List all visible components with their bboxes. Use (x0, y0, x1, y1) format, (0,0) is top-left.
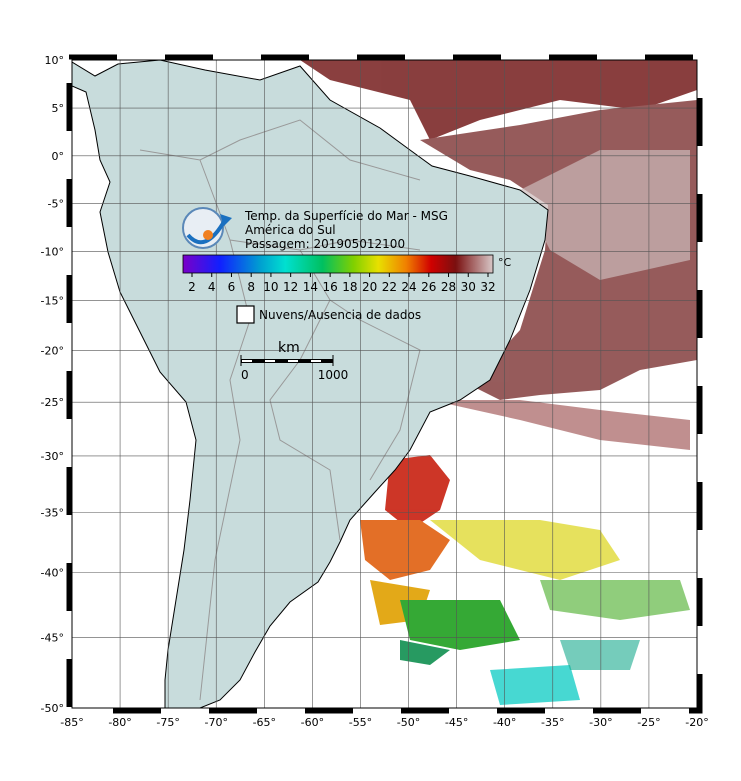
colorbar-tick-label: 26 (421, 280, 436, 294)
colorbar-tick-label: 24 (401, 280, 416, 294)
lat-tick-label: -40° (41, 567, 64, 580)
colorbar-tick-label: 16 (322, 280, 337, 294)
colorbar (182, 254, 494, 274)
sst-south (360, 455, 690, 705)
lat-tick-label: -50° (41, 702, 64, 715)
lat-tick-label: -20° (41, 345, 64, 358)
graticule (72, 60, 697, 708)
scale-bar-segment (265, 360, 275, 362)
lat-tick-label: 5° (52, 102, 65, 115)
title-line: América do Sul (245, 223, 336, 237)
colorbar-tick-label: 12 (283, 280, 298, 294)
colorbar-tick-label: 30 (461, 280, 476, 294)
lon-tick-label: -55° (349, 716, 372, 729)
lon-tick-label: -25° (637, 716, 660, 729)
lon-tick-label: -40° (493, 716, 516, 729)
lat-tick-label: -30° (41, 450, 64, 463)
lat-tick-label: 0° (52, 150, 65, 163)
colorbar-ticks: 2 4 6 8 10 12 14 16 18 20 22 24 26 28 30 32 (188, 273, 496, 294)
lat-tick-label: -10° (41, 246, 64, 259)
lon-tick-label: -20° (685, 716, 708, 729)
lon-tick-label: -60° (301, 716, 324, 729)
colorbar-tick-label: 8 (247, 280, 255, 294)
frame (71, 59, 698, 709)
inpe-logo (182, 207, 232, 249)
title-line: Temp. da Superfície do Mar - MSG (244, 209, 448, 223)
lon-tick-label: -85° (60, 716, 83, 729)
lat-tick-label: -45° (41, 631, 64, 644)
lon-tick-label: -30° (589, 716, 612, 729)
sst-north (300, 60, 697, 450)
colorbar-tick-label: 18 (342, 280, 357, 294)
colorbar-tick-label: 20 (362, 280, 377, 294)
legend-swatch (236, 305, 255, 324)
map-body (72, 60, 697, 708)
legend-label: Nuvens/Ausencia de dados (259, 308, 421, 322)
lat-tick-label: -15° (41, 295, 64, 308)
colorbar-tick-label: 10 (263, 280, 278, 294)
lat-tick-label: -35° (41, 506, 64, 519)
lon-tick-label: -50° (397, 716, 420, 729)
colorbar-tick-label: 22 (382, 280, 397, 294)
lat-tick-label: -5° (48, 198, 64, 211)
lon-tick-label: -35° (541, 716, 564, 729)
scale-bar: 0 1000 (240, 355, 349, 382)
lon-tick-label: -45° (445, 716, 468, 729)
scale-bar-segment (311, 360, 321, 362)
lat-tick-label: -25° (41, 396, 64, 409)
colorbar-tick-label: 14 (303, 280, 318, 294)
title-line: Passagem: 201905012100 (245, 237, 405, 251)
colorbar-tick-label: 6 (228, 280, 236, 294)
scale-tick-label: 0 (241, 368, 249, 382)
frame-border (66, 54, 703, 714)
borders (139, 119, 421, 701)
scale-tick-label: 1000 (318, 368, 349, 382)
scale-bar-segment (288, 360, 298, 362)
colorbar-tick-label: 28 (441, 280, 456, 294)
scale-unit: km (278, 340, 300, 356)
lon-tick-label: -80° (108, 716, 131, 729)
colorbar-tick-label: 2 (188, 280, 196, 294)
lat-tick-label: 10° (45, 54, 65, 67)
colorbar-unit: °C (498, 256, 512, 269)
lon-tick-label: -65° (253, 716, 276, 729)
scale-bar-segment (242, 360, 252, 362)
colorbar-tick-label: 4 (208, 280, 216, 294)
lon-tick-label: -75° (156, 716, 179, 729)
lon-tick-label: -70° (204, 716, 227, 729)
scale-bar-body (241, 359, 333, 363)
colorbar-tick-label: 32 (480, 280, 495, 294)
